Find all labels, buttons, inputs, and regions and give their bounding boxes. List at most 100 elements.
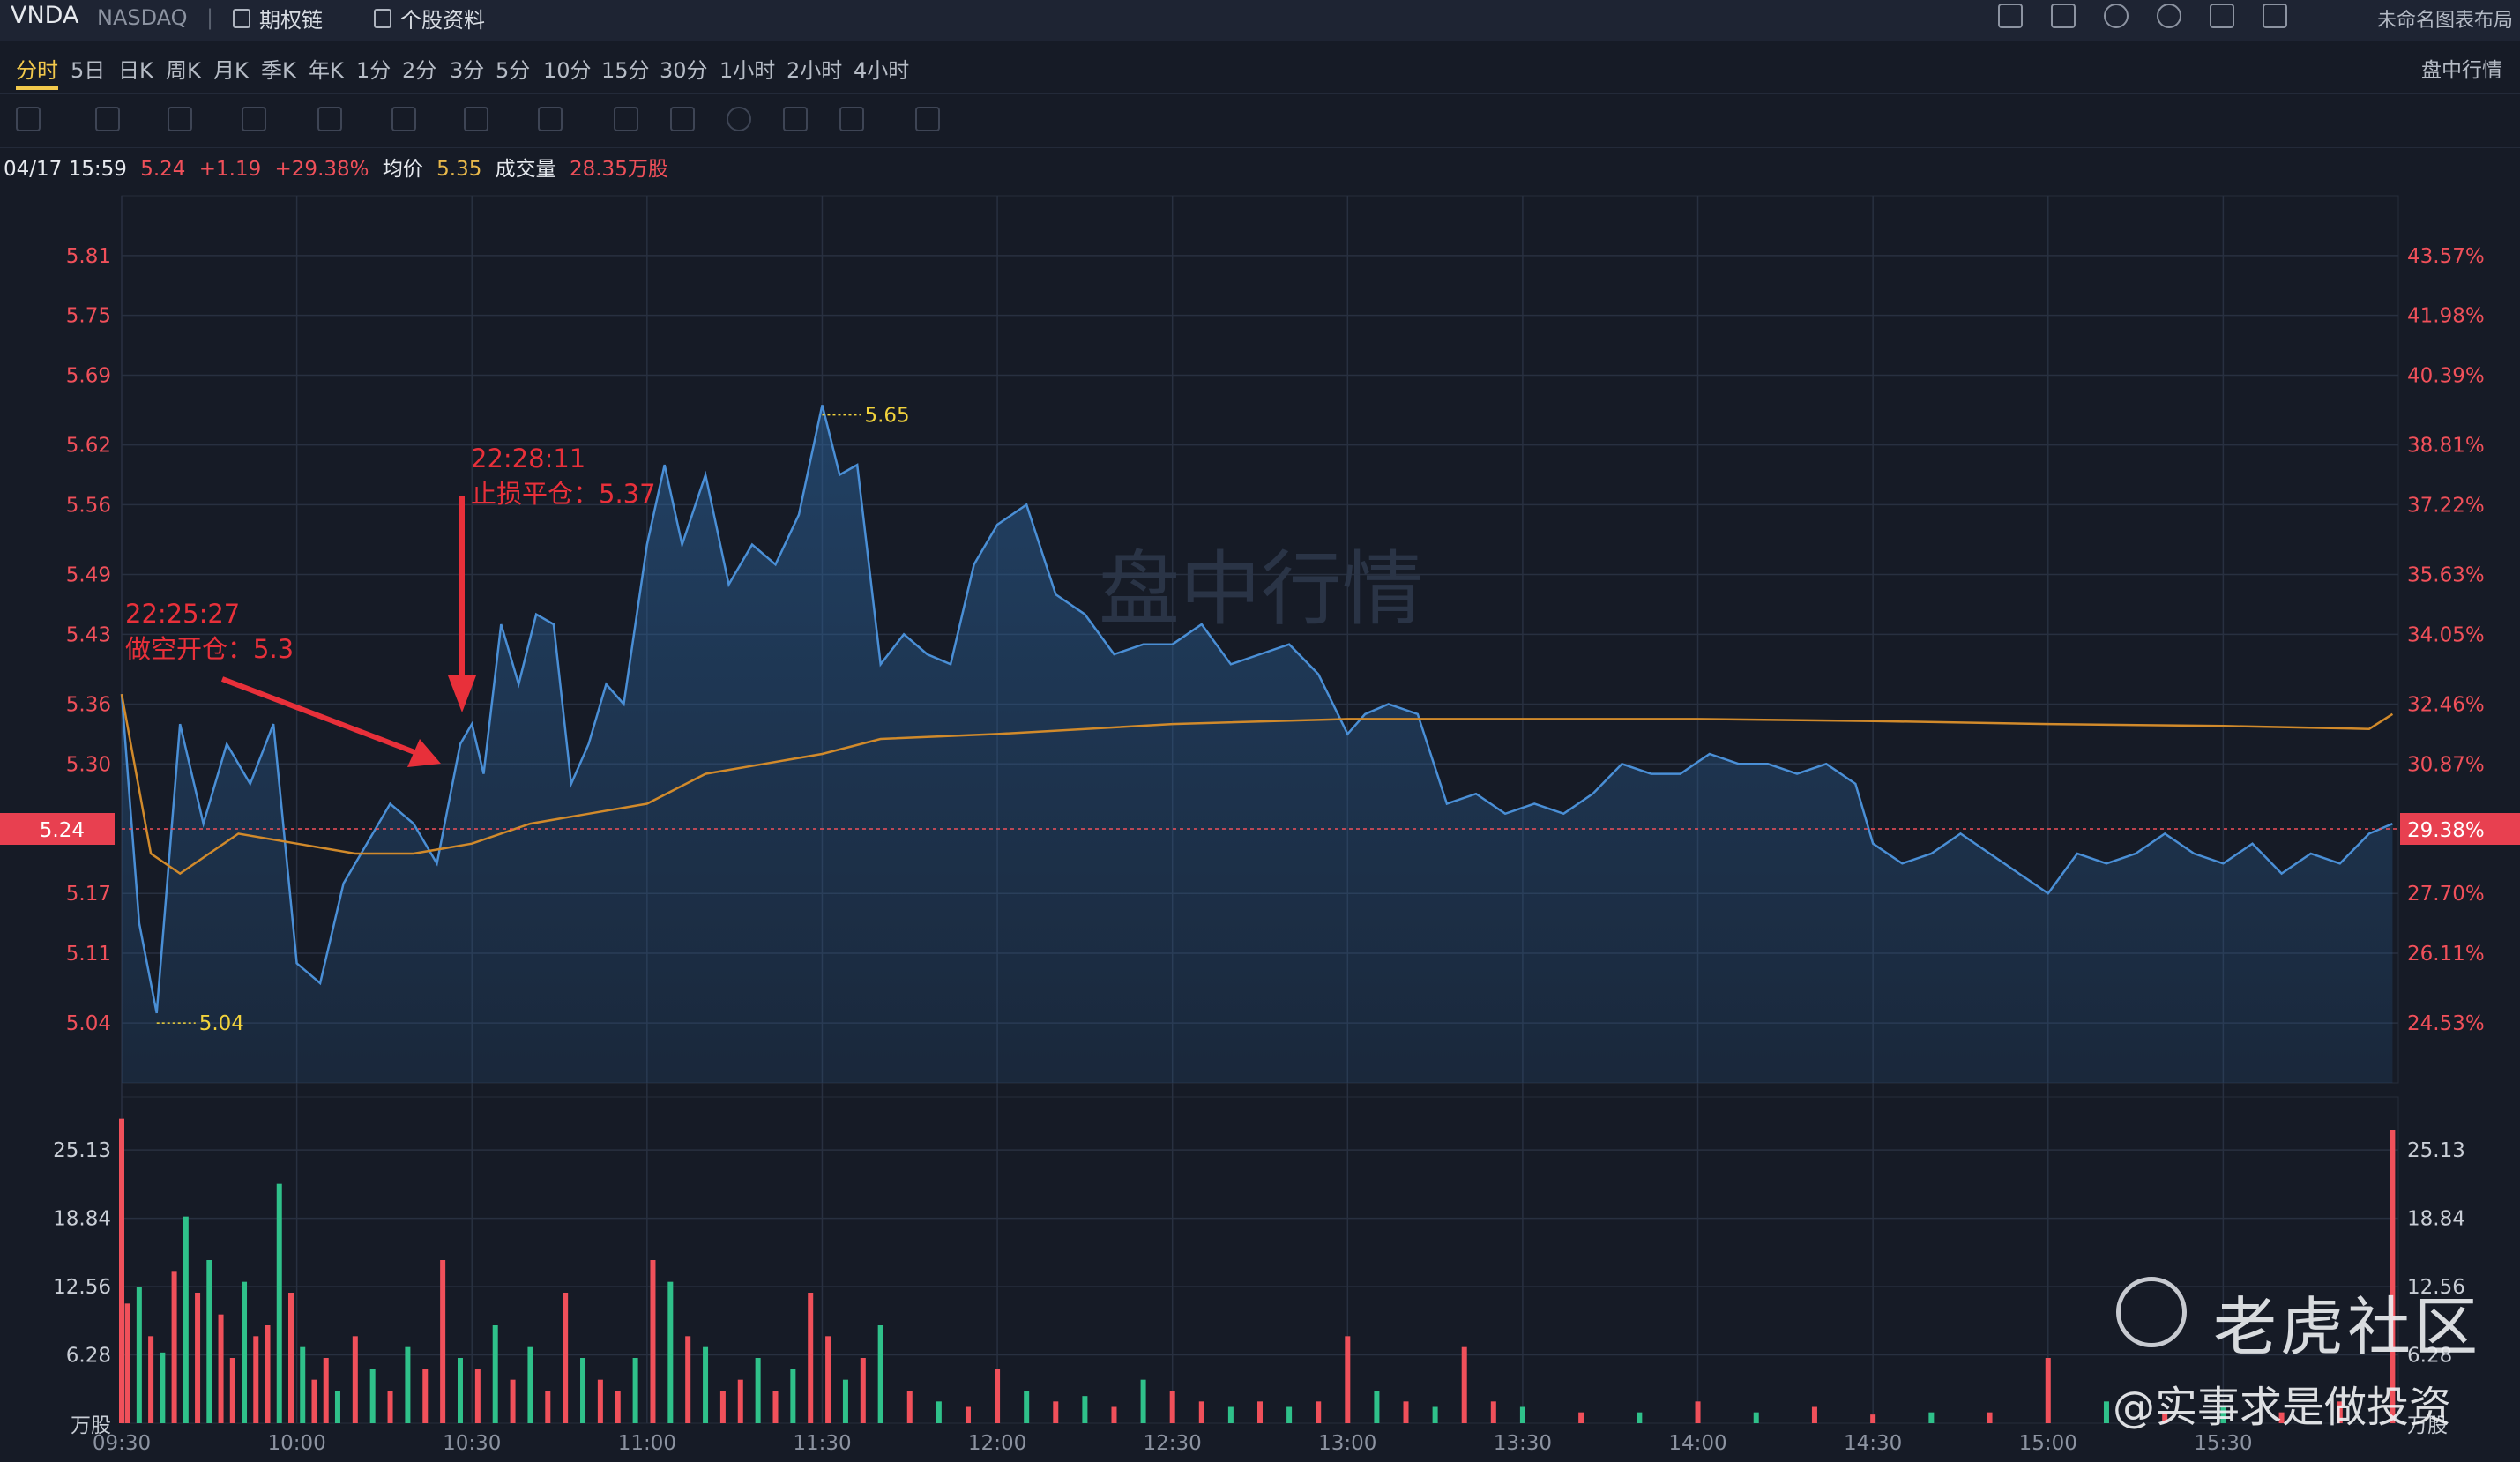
lock-tool-icon[interactable] bbox=[670, 107, 695, 131]
volume-bar bbox=[195, 1293, 201, 1423]
tf-0[interactable]: 分时 bbox=[16, 58, 58, 83]
brush-tool-icon[interactable] bbox=[614, 107, 638, 131]
copy-tool-icon[interactable] bbox=[839, 107, 864, 131]
volume-bar bbox=[457, 1358, 463, 1423]
measure-tool-icon[interactable] bbox=[538, 107, 563, 131]
rectangle-tool-icon[interactable] bbox=[95, 107, 120, 131]
annotation-1-arrow-shaft bbox=[220, 676, 423, 757]
drawing-toolbar bbox=[0, 93, 2520, 148]
pct-tick-label: 37.22% bbox=[2407, 494, 2485, 517]
x-tick-label: 14:00 bbox=[1668, 1432, 1726, 1455]
info-volume-value: 28.35万股 bbox=[569, 158, 668, 181]
volume-bar bbox=[1082, 1396, 1088, 1423]
quote-info-bar: 04/17 15:59 5.24 +1.19 +29.38% 均价 5.35 成… bbox=[4, 152, 675, 182]
volume-bar bbox=[719, 1391, 726, 1423]
volume-bar bbox=[2390, 1130, 2396, 1423]
indicator-icon[interactable] bbox=[1998, 4, 2023, 28]
edit-icon[interactable] bbox=[2051, 4, 2076, 28]
tf-15[interactable]: 2小时 bbox=[787, 58, 843, 83]
pct-tick-label: 38.81% bbox=[2407, 435, 2485, 458]
tf-9[interactable]: 3分 bbox=[450, 58, 485, 83]
tf-5[interactable]: 季K bbox=[261, 58, 296, 83]
volume-bar bbox=[755, 1358, 761, 1423]
grid-layout-icon[interactable] bbox=[2263, 4, 2287, 28]
volume-tick-label: 18.84 bbox=[53, 1208, 111, 1231]
options-chain-button[interactable]: 期权链 bbox=[233, 3, 323, 34]
tf-11[interactable]: 10分 bbox=[543, 58, 592, 83]
trash-tool-icon[interactable] bbox=[915, 107, 940, 131]
info-datetime: 04/17 15:59 bbox=[4, 158, 127, 181]
volume-bar bbox=[2220, 1406, 2226, 1423]
tf-6[interactable]: 年K bbox=[309, 58, 344, 83]
volume-bar bbox=[667, 1281, 674, 1423]
grid-lines bbox=[121, 195, 2399, 1424]
volume-bar bbox=[242, 1281, 248, 1423]
volume-unit-label: 万股 bbox=[71, 1414, 111, 1437]
tf-16[interactable]: 4小时 bbox=[854, 58, 910, 83]
price-tick-label: 5.62 bbox=[66, 435, 111, 458]
top-separator: | bbox=[206, 5, 214, 30]
extreme-markers: 5.65 5.04 bbox=[156, 405, 910, 1035]
author-handle: @实事求是做投资 bbox=[2113, 1383, 2452, 1432]
fib-tool-icon[interactable] bbox=[242, 107, 266, 131]
tf-7[interactable]: 1分 bbox=[356, 58, 391, 83]
volume-bar bbox=[1024, 1391, 1030, 1423]
volume-bar bbox=[1227, 1406, 1234, 1423]
wave-tool-icon[interactable] bbox=[168, 107, 192, 131]
volume-bar bbox=[183, 1216, 189, 1423]
x-tick-label: 15:30 bbox=[2194, 1432, 2252, 1455]
settings-icon[interactable] bbox=[2157, 4, 2181, 28]
brand-name: 老虎社区 bbox=[2213, 1290, 2482, 1364]
tf-10[interactable]: 5分 bbox=[496, 58, 531, 83]
refresh-icon[interactable] bbox=[2104, 4, 2129, 28]
tf-3[interactable]: 周K bbox=[166, 58, 201, 83]
volume-bar bbox=[808, 1293, 814, 1423]
tf-8[interactable]: 2分 bbox=[402, 58, 437, 83]
volume-bar bbox=[440, 1260, 446, 1423]
layout-selector[interactable]: 未命名图表布局 bbox=[2376, 10, 2513, 32]
x-tick-label: 12:00 bbox=[968, 1432, 1026, 1455]
volume-bar bbox=[615, 1391, 621, 1423]
volume-bar bbox=[311, 1379, 317, 1423]
tf-2[interactable]: 日K bbox=[118, 58, 153, 83]
price-tick-label: 5.36 bbox=[66, 693, 111, 716]
volume-bar bbox=[229, 1358, 235, 1423]
x-tick-label: 12:30 bbox=[1144, 1432, 1202, 1455]
volume-bar bbox=[597, 1379, 603, 1423]
average-price-line bbox=[120, 693, 2394, 876]
volume-tick-label: 12.56 bbox=[53, 1276, 111, 1299]
tf-4[interactable]: 月K bbox=[213, 58, 249, 83]
volume-bar bbox=[218, 1314, 224, 1423]
volume-bar bbox=[632, 1358, 638, 1423]
volume-bar bbox=[352, 1336, 358, 1423]
tf-13[interactable]: 30分 bbox=[660, 58, 708, 83]
volume-bar bbox=[545, 1391, 551, 1423]
eye-tool-icon[interactable] bbox=[727, 107, 751, 131]
volume-bar bbox=[1695, 1401, 1701, 1423]
volume-bar bbox=[842, 1379, 848, 1423]
pointer-tool-icon[interactable] bbox=[317, 107, 342, 131]
info-avg-value: 5.35 bbox=[436, 158, 482, 181]
label-tool-icon[interactable] bbox=[464, 107, 488, 131]
volume-bar bbox=[206, 1260, 212, 1423]
tf-14[interactable]: 1小时 bbox=[719, 58, 776, 83]
price-tick-label: 5.56 bbox=[66, 494, 111, 517]
chart-icon bbox=[233, 8, 250, 28]
volume-bar bbox=[276, 1183, 282, 1423]
volume-bar bbox=[1987, 1412, 1993, 1423]
fullscreen-icon[interactable] bbox=[2210, 4, 2234, 28]
volume-bar bbox=[1519, 1406, 1525, 1423]
text-tool-icon[interactable] bbox=[391, 107, 416, 131]
market-session-selector[interactable]: 盘中行情 bbox=[2421, 59, 2502, 82]
ticker-symbol: VNDA bbox=[11, 2, 79, 29]
tf-12[interactable]: 15分 bbox=[601, 58, 650, 83]
line-tool-icon[interactable] bbox=[16, 107, 41, 131]
document-icon bbox=[374, 8, 391, 28]
info-change-pct: +29.38% bbox=[274, 158, 369, 181]
tf-1[interactable]: 5日 bbox=[71, 58, 106, 83]
magnet-tool-icon[interactable] bbox=[783, 107, 808, 131]
stock-profile-button[interactable]: 个股资料 bbox=[374, 3, 485, 34]
x-tick-label: 11:30 bbox=[793, 1432, 851, 1455]
volume-bar bbox=[1578, 1412, 1584, 1423]
